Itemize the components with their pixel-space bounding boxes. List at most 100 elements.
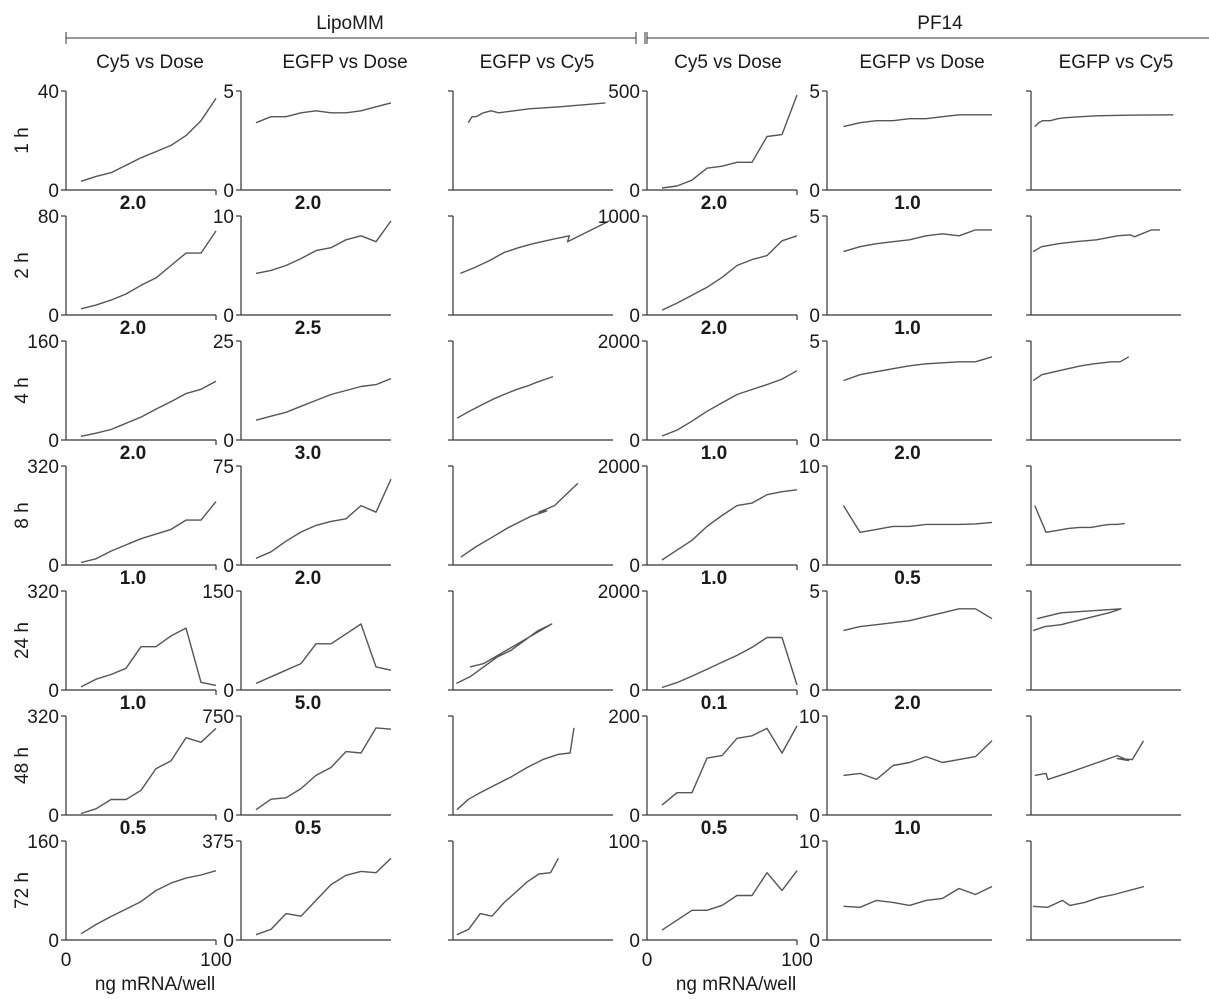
column-header: Cy5 vs Dose xyxy=(674,52,782,73)
series-line xyxy=(456,623,553,685)
fold-change-label: 0.5 xyxy=(295,818,322,839)
panel: 10 0 2.0 xyxy=(799,693,993,827)
y-tick-label-min: 0 xyxy=(809,556,820,577)
fold-change-label: 1.0 xyxy=(701,568,727,589)
panel: 2000 0 1.0 xyxy=(598,568,798,702)
panel: 501.0 xyxy=(809,318,993,452)
series-line xyxy=(1034,505,1125,533)
series-line xyxy=(842,505,993,533)
y-tick-label-max: 200 xyxy=(608,707,640,728)
y-tick-label-max: 160 xyxy=(27,832,59,853)
series-line xyxy=(1032,608,1122,632)
panel: 500.5 xyxy=(809,568,993,702)
y-tick-label-max: 500 xyxy=(608,82,640,103)
series-line xyxy=(661,870,798,931)
fold-change-label: 0.5 xyxy=(701,818,728,839)
y-tick-label-max: 320 xyxy=(27,707,59,728)
y-tick-label-max: 320 xyxy=(27,457,59,478)
series-line xyxy=(80,501,217,564)
y-tick-label-max: 10 xyxy=(799,707,820,728)
y-tick-label-max: 5 xyxy=(809,82,820,103)
y-tick-label-max: 150 xyxy=(202,582,234,603)
column-header: EGFP vs Dose xyxy=(282,52,407,73)
panel xyxy=(448,715,613,816)
panel xyxy=(1026,340,1181,441)
y-tick-label-min: 0 xyxy=(629,806,640,827)
series-line xyxy=(80,627,217,688)
fold-change-label: 1.0 xyxy=(120,568,146,589)
y-tick-label-max: 5 xyxy=(223,82,234,103)
row-label: 4 h xyxy=(12,377,33,403)
x-tick-label: 100 xyxy=(781,950,813,971)
y-tick-label-min: 0 xyxy=(809,181,820,202)
row-label: 24 h xyxy=(12,622,33,659)
row-label: 8 h xyxy=(12,502,33,528)
series-line xyxy=(1032,229,1160,253)
y-tick-label-max: 75 xyxy=(213,457,234,478)
panel: 320 0 1.0 xyxy=(27,568,217,702)
fold-change-label: 2.0 xyxy=(120,193,146,214)
panel: 320 0 2.0 xyxy=(27,443,217,577)
y-tick-label-max: 1000 xyxy=(598,207,640,228)
fold-change-label: 5.0 xyxy=(295,693,321,714)
y-tick-label-max: 10 xyxy=(799,832,820,853)
series-line xyxy=(456,727,575,811)
y-tick-label-max: 100 xyxy=(608,832,640,853)
y-tick-label-max: 320 xyxy=(27,582,59,603)
panel xyxy=(1026,715,1181,816)
panel xyxy=(448,465,613,566)
series-line xyxy=(1034,114,1174,128)
y-tick-label-max: 2000 xyxy=(598,332,640,353)
fold-change-label: 2.5 xyxy=(295,318,322,339)
panel: 320 0 1.0 xyxy=(27,693,217,827)
panel: 100 0 0.5 xyxy=(608,818,798,952)
panel xyxy=(448,215,613,316)
fold-change-label: 3.0 xyxy=(295,443,321,464)
series-line xyxy=(255,623,392,685)
row-label: 1 h xyxy=(12,127,33,153)
fold-change-label: 1.0 xyxy=(701,443,727,464)
y-tick-label-max: 2000 xyxy=(598,457,640,478)
y-tick-label-max: 5 xyxy=(809,332,820,353)
series-line xyxy=(255,102,392,124)
series-line xyxy=(255,727,392,811)
y-tick-label-min: 0 xyxy=(629,681,640,702)
fold-change-label: 2.0 xyxy=(120,318,146,339)
column-header: Cy5 vs Dose xyxy=(96,52,204,73)
fold-change-label: 0.5 xyxy=(120,818,147,839)
y-tick-label-max: 750 xyxy=(202,707,234,728)
fold-change-label: 1.0 xyxy=(894,818,920,839)
panel: 10 0 2.0 xyxy=(799,443,993,577)
y-tick-label-min: 0 xyxy=(809,806,820,827)
fold-change-label: 2.0 xyxy=(120,443,146,464)
series-line xyxy=(1032,356,1130,382)
panel xyxy=(1026,840,1181,941)
x-tick-label: 0 xyxy=(642,950,653,971)
panel xyxy=(448,590,613,691)
y-tick-label-min: 0 xyxy=(48,556,59,577)
fold-change-label: 2.0 xyxy=(894,693,920,714)
column-header: EGFP vs Dose xyxy=(859,52,984,73)
x-axis-labels: 0 100 ng mRNA/well 0 100 ng mRNA/well xyxy=(61,950,813,995)
panel: 375 0 0.5 xyxy=(202,818,392,952)
series-line xyxy=(80,380,217,437)
panel xyxy=(1026,215,1181,316)
panel: 40 0 xyxy=(38,82,217,202)
panel xyxy=(448,340,613,441)
y-tick-label-min: 0 xyxy=(223,306,234,327)
fold-change-label: 1.0 xyxy=(894,193,920,214)
panel: 2000 0 2.0 xyxy=(598,318,798,452)
y-tick-label-max: 5 xyxy=(809,582,820,603)
y-tick-label-min: 0 xyxy=(223,931,234,952)
fold-change-label: 2.0 xyxy=(295,193,321,214)
y-tick-label-min: 0 xyxy=(223,556,234,577)
panel: 50 xyxy=(223,82,392,202)
series-line xyxy=(661,636,798,689)
series-line xyxy=(661,370,798,437)
panel: 2000 0 1.0 xyxy=(598,443,798,577)
panel: 80 0 2.0 xyxy=(38,193,217,327)
y-tick-label-min: 0 xyxy=(629,306,640,327)
y-tick-label-min: 0 xyxy=(629,931,640,952)
panel: 200 0 0.1 xyxy=(608,693,798,827)
